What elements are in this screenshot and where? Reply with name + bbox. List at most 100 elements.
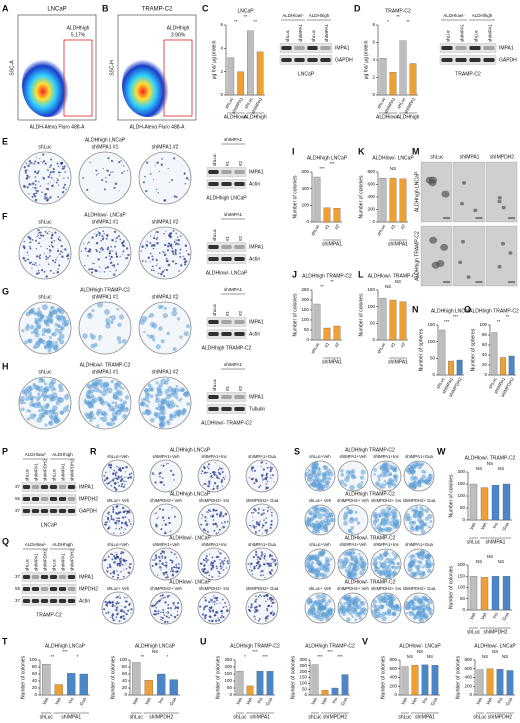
colony [44,192,47,196]
x-tick-label: Veh [41,696,49,706]
colony [263,519,265,521]
column-label: shIMPDH2+ Veh [150,586,182,591]
colony [270,477,272,479]
colony [255,480,257,482]
colony [111,604,114,607]
colony [255,610,258,613]
colony [222,476,225,479]
colony [161,524,163,526]
colony [111,264,114,267]
colony [109,480,112,483]
colony [175,606,178,609]
colony [56,256,58,258]
y-tick-label: 400 [301,186,309,191]
colony [112,618,115,622]
colony [406,516,412,521]
colony [112,240,114,242]
colony [154,603,157,606]
colony [266,607,268,610]
colony [93,386,100,393]
y-tick-label: 100 [224,678,232,683]
colony [268,570,272,574]
blot-band [234,182,245,186]
colony [208,509,211,512]
colony [185,324,191,329]
colony [95,248,97,251]
colony [94,262,96,264]
blot-band [31,575,40,579]
colony [204,557,208,560]
colony [157,192,160,194]
group-label: shIMPA1 [61,714,81,720]
colony [149,312,155,318]
colony [269,562,272,565]
colony [90,415,94,420]
colony [110,245,113,248]
significance: ** [320,284,324,289]
colony [270,524,273,526]
colony [142,397,146,401]
colony [340,473,345,477]
micrograph [453,161,485,223]
y-tick-label: 800 [367,169,375,174]
colony [33,328,39,335]
colony [52,345,58,351]
colony [265,531,268,534]
colony [310,561,315,565]
colony [251,466,255,469]
significance: NS [476,466,482,471]
colony [112,171,114,173]
colony [118,340,122,344]
colony [104,309,110,315]
colony [120,478,124,481]
colony [377,478,381,482]
colony [57,237,59,239]
colony [124,395,130,400]
colony [64,248,67,251]
colony [101,248,104,251]
significance: *** [319,166,325,171]
x-tick-label: Veh [320,696,328,706]
colony [160,611,162,613]
y-axis-label: Number of colonies [359,175,365,219]
colony [99,247,102,250]
colony [310,567,316,574]
colony [45,275,48,278]
colony [390,605,396,611]
colony [158,267,161,270]
colony [124,471,126,473]
colony [271,610,274,612]
colony [169,414,173,418]
colony [108,405,115,412]
colony [254,618,256,620]
x-tick-label: shLuc [435,376,446,390]
colony [213,485,215,487]
colony [38,181,40,183]
lane-label: shIMPA1 [488,24,493,42]
significance: NS [482,654,488,659]
y-tick-label: 0 [462,607,465,612]
colony [128,566,131,569]
colony [27,164,30,168]
colony [53,239,56,242]
colony [64,319,70,326]
colony [163,564,165,566]
colony [109,601,112,604]
blot-strip [439,55,497,65]
colony [106,601,109,604]
colony [116,576,119,579]
colony [256,523,258,526]
colony [160,339,165,344]
blot-strip [21,506,77,516]
colony [114,488,118,491]
colony [419,520,425,526]
band-label: Tubulin [249,406,265,412]
colony [219,552,222,555]
colony [157,610,160,613]
colony [390,483,394,486]
y-tick-label: 0 [394,692,397,697]
colony [269,596,272,599]
colony [358,611,363,616]
colony [153,411,159,417]
colony [52,259,55,262]
